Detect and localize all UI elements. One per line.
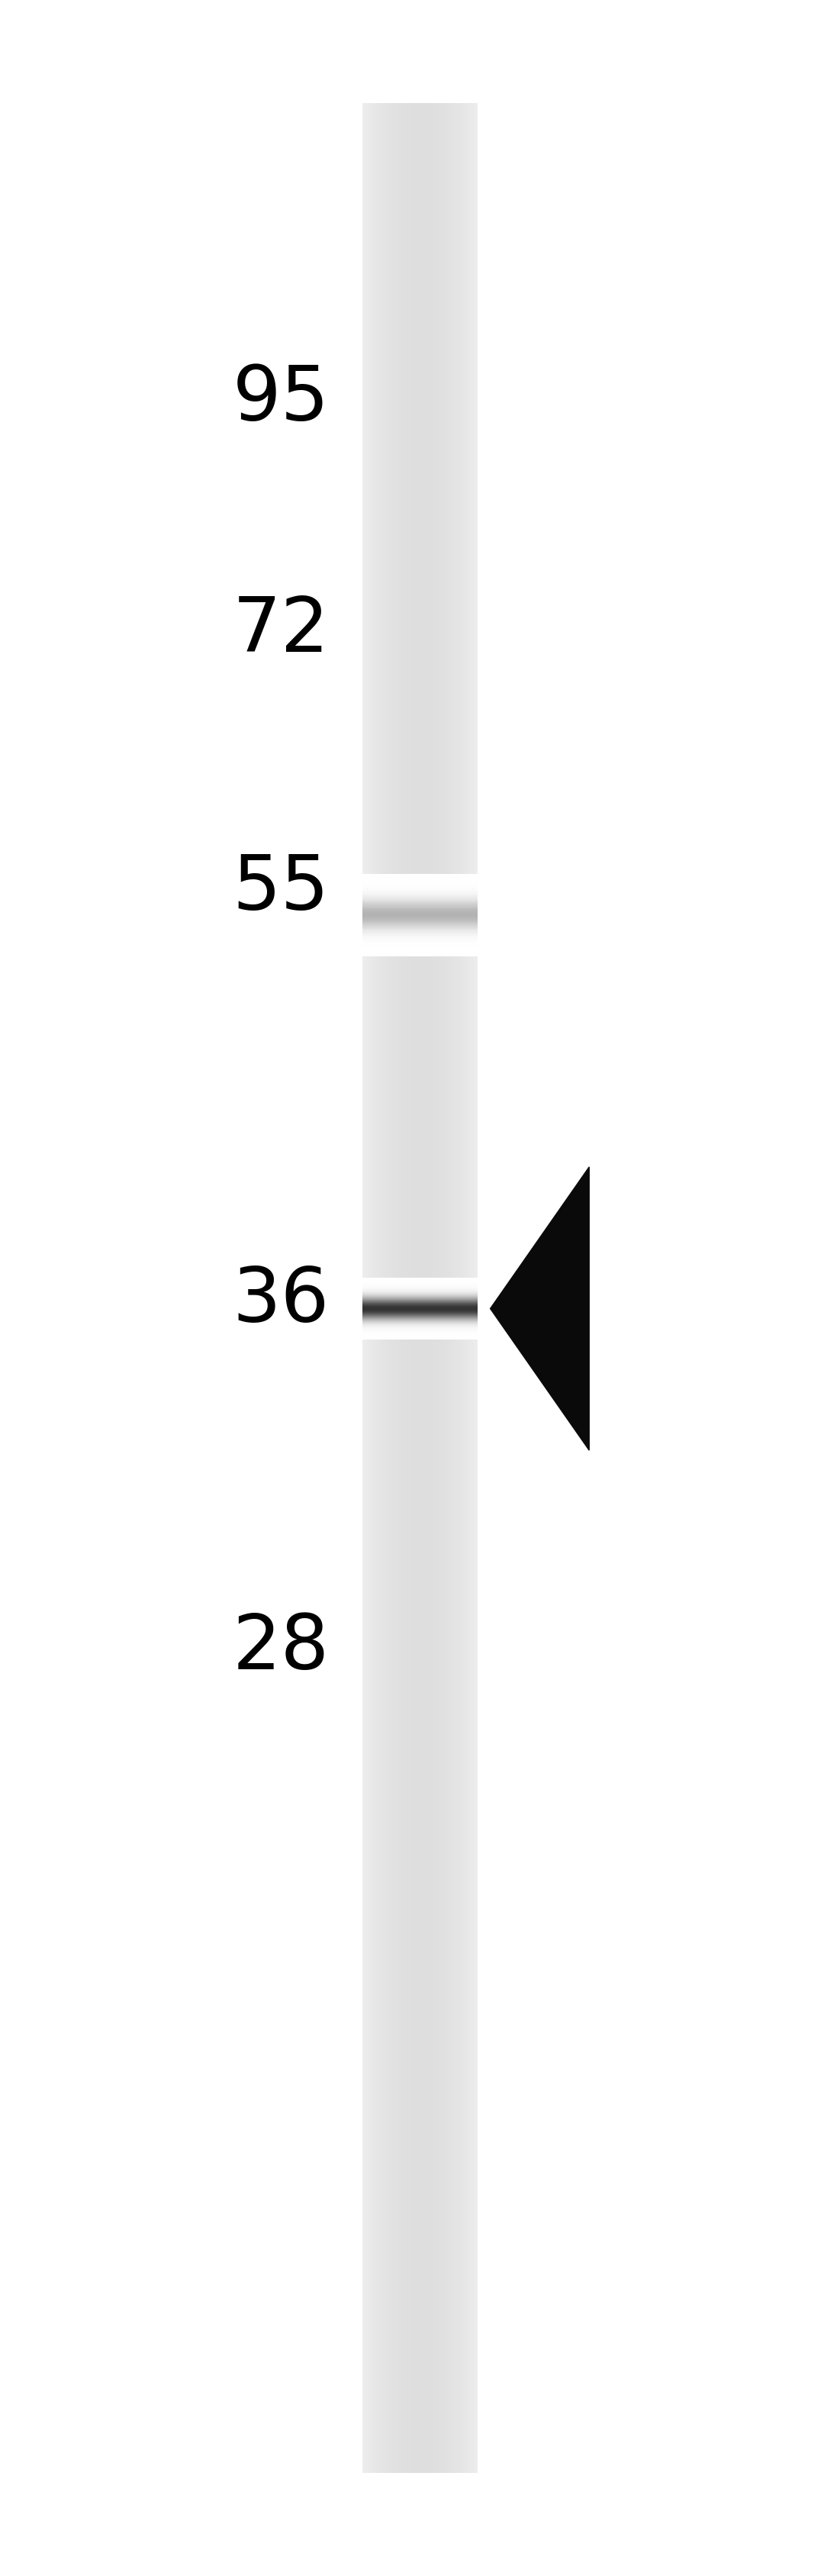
Text: 36: 36 bbox=[232, 1265, 330, 1337]
Text: 55: 55 bbox=[232, 853, 330, 925]
Text: 28: 28 bbox=[232, 1613, 330, 1685]
Text: 72: 72 bbox=[232, 595, 330, 667]
Text: 95: 95 bbox=[232, 363, 330, 435]
Polygon shape bbox=[490, 1167, 589, 1450]
